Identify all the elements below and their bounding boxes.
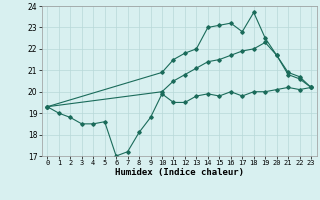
X-axis label: Humidex (Indice chaleur): Humidex (Indice chaleur) (115, 168, 244, 177)
